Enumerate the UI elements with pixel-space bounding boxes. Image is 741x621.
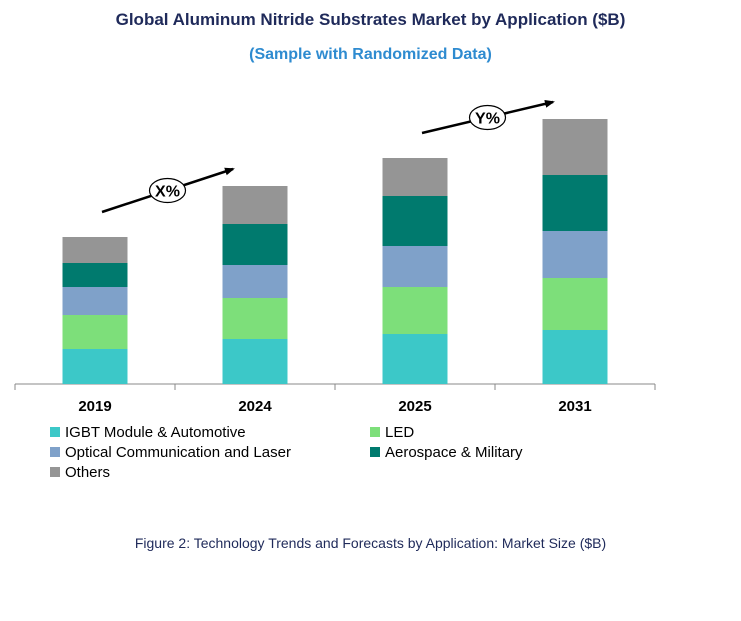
bar-segment-2024-0 <box>222 339 288 384</box>
bar-segment-2031-4 <box>542 119 608 175</box>
bar-segment-2025-1 <box>382 287 448 334</box>
legend-item: LED <box>370 424 414 442</box>
legend-item: Others <box>50 464 110 482</box>
bar-segment-2024-1 <box>222 298 288 339</box>
bar-segment-2031-0 <box>542 330 608 384</box>
bar-segment-2025-2 <box>382 246 448 287</box>
chart-title: Global Aluminum Nitride Substrates Marke… <box>115 10 626 29</box>
bar-segment-2019-0 <box>62 349 128 384</box>
x-tick-label-2025: 2025 <box>398 398 431 415</box>
legend-swatch <box>50 427 60 437</box>
x-tick-label-2024: 2024 <box>238 398 272 415</box>
legend-label: IGBT Module & Automotive <box>65 424 246 441</box>
bar-segment-2024-3 <box>222 224 288 265</box>
legend-swatch <box>370 427 380 437</box>
legend-label: Others <box>65 464 111 481</box>
legend-swatch <box>50 467 60 477</box>
legend-label: Optical Communication and Laser <box>65 444 291 461</box>
growth-label-oval-0 <box>148 177 187 204</box>
legend-label: LED <box>385 424 415 441</box>
x-tick-label-2031: 2031 <box>558 398 591 415</box>
bar-segment-2019-3 <box>62 263 128 287</box>
bar-segment-2019-4 <box>62 237 128 263</box>
legend-item: Aerospace & Military <box>370 444 523 462</box>
legend-label: Aerospace & Military <box>385 444 523 461</box>
x-tick-label-2019: 2019 <box>78 398 111 415</box>
legend-item: Optical Communication and Laser <box>50 444 291 462</box>
bar-segment-2024-4 <box>222 186 288 224</box>
bar-segment-2025-3 <box>382 196 448 246</box>
bar-segment-2031-2 <box>542 231 608 278</box>
bar-segment-2019-2 <box>62 287 128 315</box>
figure-caption: Figure 2: Technology Trends and Forecast… <box>134 535 607 551</box>
bar-segment-2025-4 <box>382 158 448 196</box>
bar-segment-2019-1 <box>62 315 128 349</box>
growth-label-1: Y% <box>475 111 500 128</box>
legend-swatch <box>370 447 380 457</box>
growth-label-0: X% <box>155 184 180 201</box>
legend-item: IGBT Module & Automotive <box>50 424 246 442</box>
chart-subtitle: (Sample with Randomized Data) <box>249 46 492 63</box>
bar-segment-2031-1 <box>542 278 608 330</box>
bar-segment-2025-0 <box>382 334 448 384</box>
bar-segment-2031-3 <box>542 175 608 231</box>
bar-segment-2024-2 <box>222 265 288 298</box>
legend-swatch <box>50 447 60 457</box>
growth-label-oval-1 <box>468 104 507 131</box>
